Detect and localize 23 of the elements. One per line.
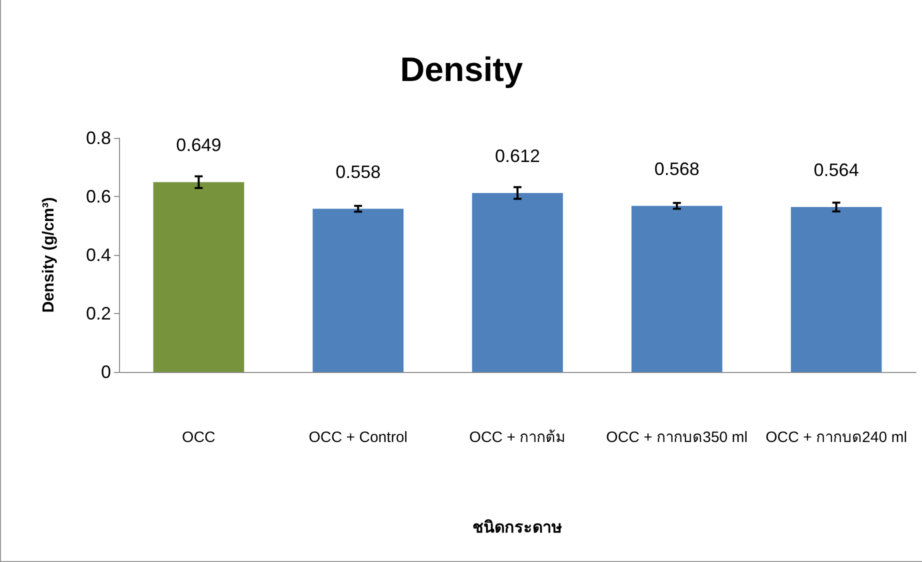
chart-title: Density <box>400 51 523 89</box>
bar <box>631 206 722 372</box>
x-tick-label: OCC + กากต้ม <box>469 429 566 446</box>
y-tick-label: 0.6 <box>86 186 111 206</box>
y-tick-label: 0.4 <box>86 245 111 265</box>
y-tick-label: 0.8 <box>86 128 111 148</box>
y-axis-title: Density (g/cm³) <box>40 197 58 313</box>
bar <box>472 192 563 372</box>
data-label: 0.564 <box>814 160 859 180</box>
x-tick-label: OCC + กากบด240 ml <box>766 429 908 446</box>
bar <box>312 208 404 372</box>
x-axis-title: ชนิดกระดาษ <box>472 518 562 536</box>
data-label: 0.612 <box>494 146 540 166</box>
x-tick-label: OCC + กากบด350 ml <box>606 429 748 446</box>
data-label: 0.558 <box>336 162 381 182</box>
x-tick-label: OCC <box>182 429 216 446</box>
y-tick-label: 0.2 <box>86 304 111 324</box>
bar <box>790 207 882 372</box>
y-tick-label: 0 <box>100 362 111 382</box>
data-label: 0.568 <box>654 158 700 179</box>
data-label: 0.649 <box>176 135 222 156</box>
bar <box>153 182 244 372</box>
x-tick-label: OCC + Control <box>308 429 408 446</box>
